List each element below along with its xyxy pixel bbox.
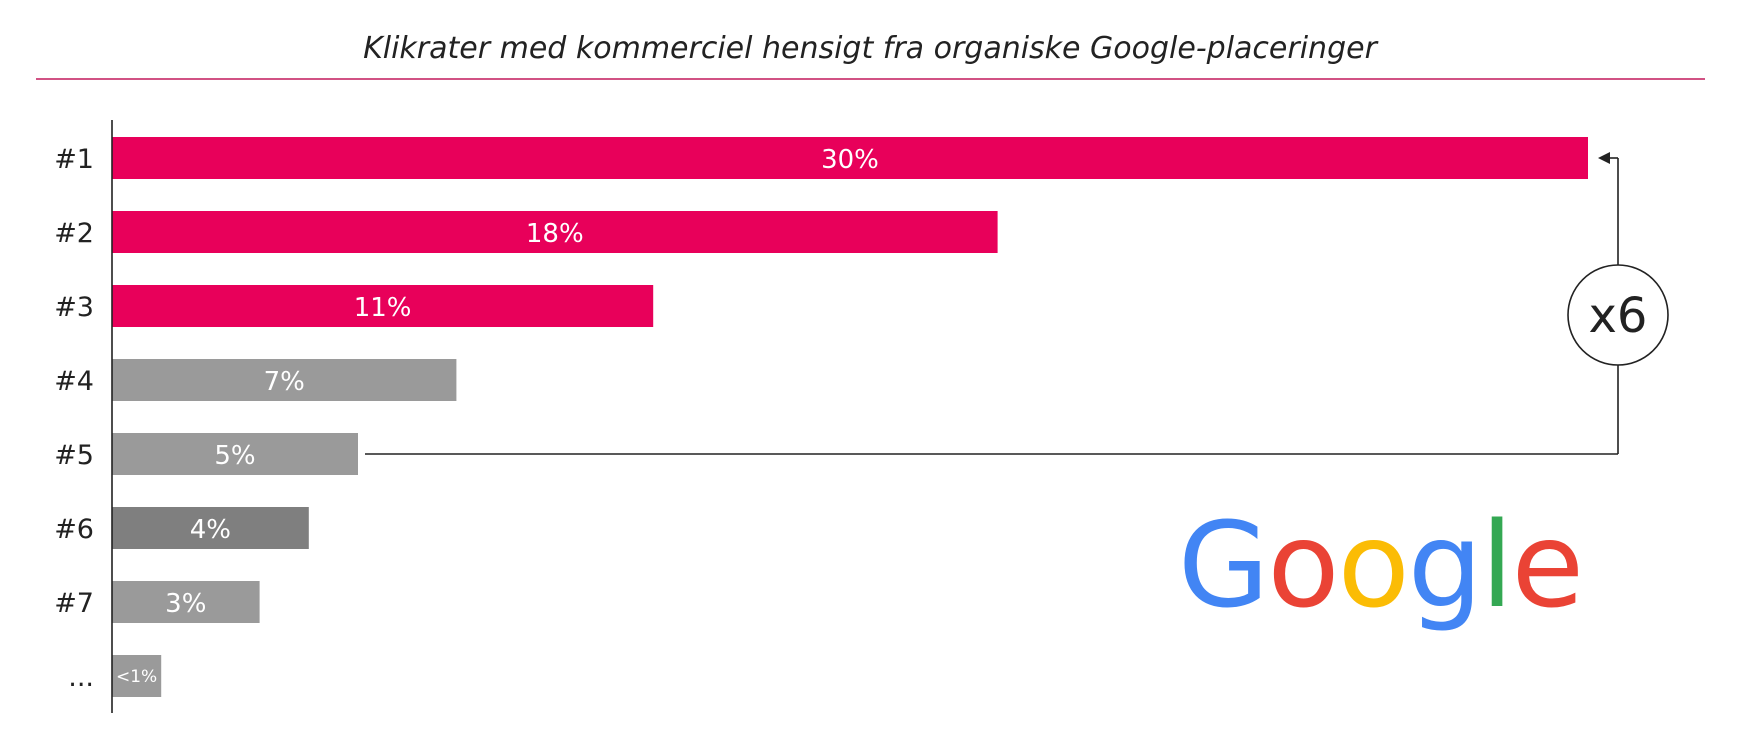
bar-1 (112, 137, 1588, 179)
bar-7 (112, 581, 260, 623)
google-logo: Google (1178, 496, 1584, 634)
data-label: 18% (526, 219, 584, 249)
bar-8 (112, 655, 162, 697)
arrowhead-icon (1598, 152, 1610, 164)
category-label: ... (68, 662, 94, 693)
data-label: 5% (214, 441, 255, 471)
category-label: #4 (54, 366, 94, 397)
bar-2 (112, 211, 998, 253)
data-label: <1% (116, 667, 157, 687)
category-label: #5 (54, 440, 94, 471)
bar-3 (112, 285, 654, 327)
data-label: 4% (190, 515, 231, 545)
multiplier-annotation: x6 (365, 152, 1669, 455)
category-label: #3 (54, 292, 94, 323)
data-label: 7% (264, 367, 305, 397)
data-label: 11% (354, 293, 412, 323)
bars-layer: #1 30% #2 18% #3 11% #4 7% #5 5% #6 4% #7 3%... <1% (54, 137, 1588, 697)
category-label: #2 (54, 218, 94, 249)
multiplier-label: x6 (1589, 288, 1648, 344)
bar-5 (112, 433, 358, 475)
multiplier-circle (1567, 264, 1669, 366)
bar-6 (112, 507, 309, 549)
chart-title: Klikrater med kommerciel hensigt fra org… (363, 31, 1378, 66)
data-label: 3% (165, 589, 206, 619)
bar-4 (112, 359, 457, 401)
category-label: #7 (54, 588, 94, 619)
category-label: #6 (54, 514, 94, 545)
google-logo-text: Google (1178, 496, 1582, 634)
data-label: 30% (821, 145, 879, 175)
category-label: #1 (54, 144, 94, 175)
